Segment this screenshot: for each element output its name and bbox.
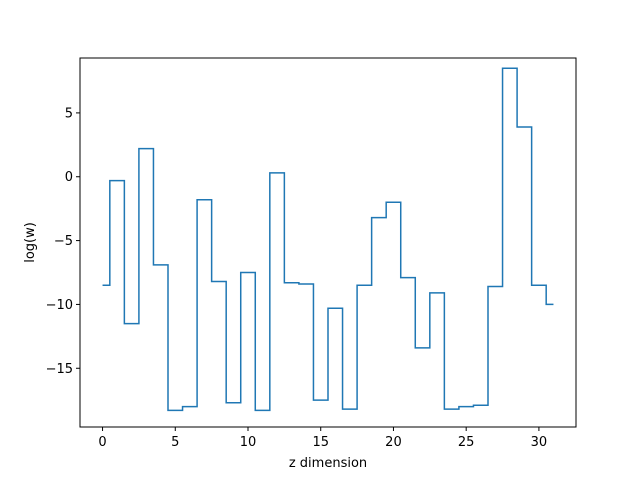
x-tick-label: 5 bbox=[171, 435, 179, 450]
x-tick-label: 20 bbox=[385, 435, 402, 450]
y-axis-label: log(w) bbox=[23, 222, 38, 263]
y-tick-label: −5 bbox=[54, 234, 73, 249]
y-tick-label: −10 bbox=[46, 298, 73, 313]
x-tick-label: 25 bbox=[458, 435, 475, 450]
x-axis-label: z dimension bbox=[289, 456, 367, 471]
series-line-0 bbox=[102, 67, 554, 412]
x-tick-label: 30 bbox=[531, 435, 548, 450]
x-axis-ticks: 0 5 10 15 20 25 30 bbox=[98, 427, 547, 450]
y-tick-label: −15 bbox=[46, 362, 73, 377]
x-tick-label: 10 bbox=[240, 435, 257, 450]
y-tick-label: 5 bbox=[65, 106, 73, 121]
y-tick-label: 0 bbox=[65, 170, 73, 185]
series-layer bbox=[102, 67, 554, 412]
y-axis-ticks: −15 −10 −5 0 5 bbox=[46, 106, 80, 377]
plot-frame bbox=[79, 57, 577, 428]
x-tick-label: 0 bbox=[98, 435, 106, 450]
x-tick-label: 15 bbox=[312, 435, 329, 450]
